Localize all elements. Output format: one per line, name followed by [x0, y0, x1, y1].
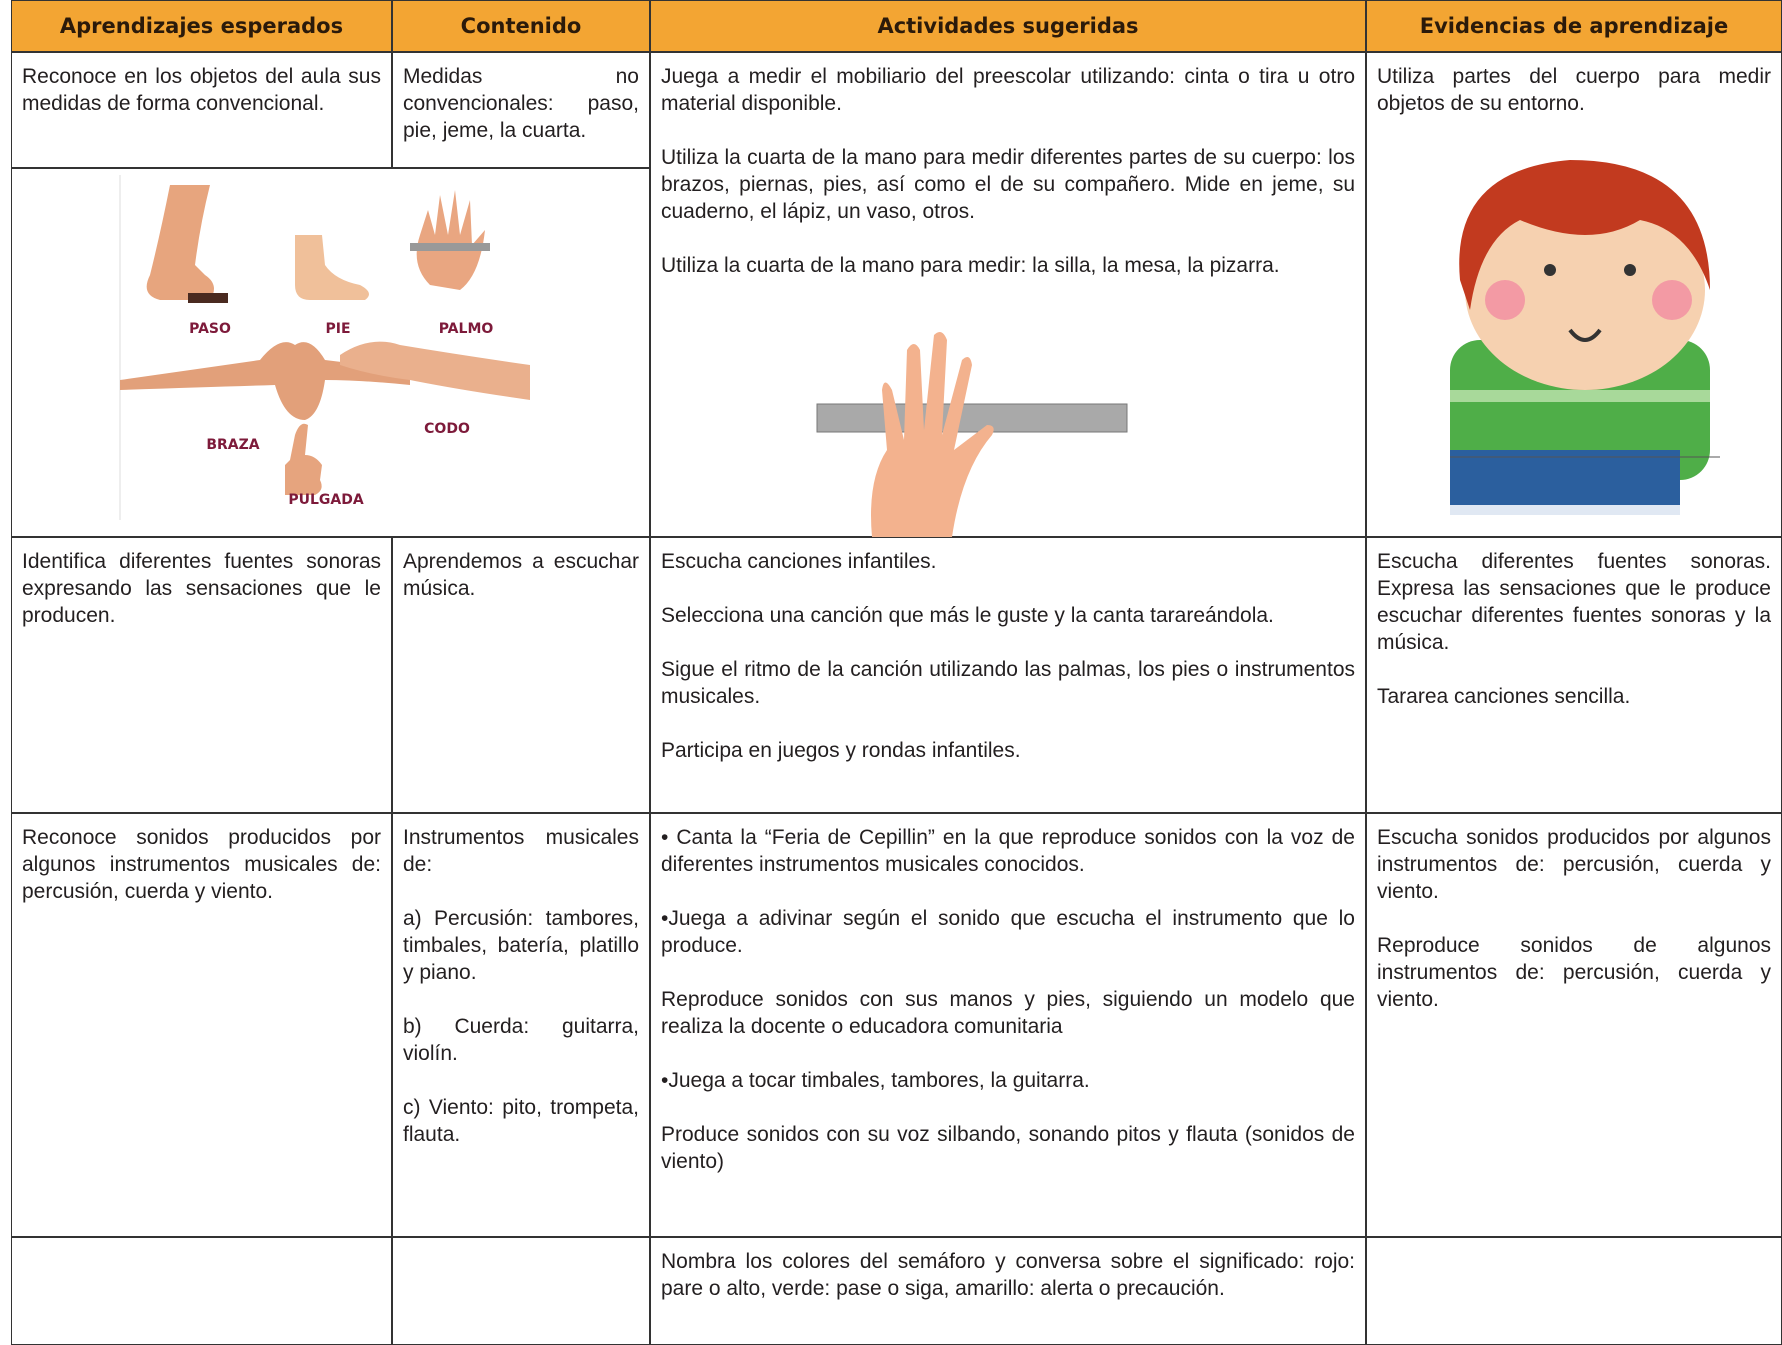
- table-cell: Escucha canciones infantiles. Selecciona …: [650, 537, 1366, 813]
- column-header: Evidencias de aprendizaje: [1366, 0, 1782, 52]
- figure-label: PIE: [325, 321, 351, 337]
- cell-text: Reconoce sonidos producidos por algunos …: [22, 826, 381, 903]
- table-cell: Escucha sonidos producidos por algunos i…: [1366, 813, 1782, 1237]
- figure-label: PASO: [189, 321, 231, 337]
- table-cell: Juega a medir el mobiliario del preescol…: [650, 52, 1366, 537]
- cell-text: Participa en juegos y rondas infantiles.: [661, 739, 1021, 762]
- cell-text: Produce sonidos con su voz silbando, son…: [661, 1123, 1355, 1173]
- cell-text: Utiliza partes del cuerpo para medir obj…: [1377, 65, 1771, 115]
- table-cell: Reconoce en los objetos del aula sus med…: [11, 52, 392, 168]
- column-header: Actividades sugeridas: [650, 0, 1366, 52]
- cell-text: Medidas no convencionales: paso, pie, je…: [403, 65, 639, 142]
- cell-text: Instrumentos musicales de:: [403, 826, 639, 876]
- table-cell: Nombra los colores del semáforo y conver…: [650, 1237, 1366, 1345]
- cell-text: Utiliza la cuarta de la mano para medir …: [661, 146, 1355, 223]
- cell-text: • Canta la “Feria de Cepillin” en la que…: [661, 826, 1355, 876]
- table-cell: [1366, 1237, 1782, 1345]
- figure-label: BRAZA: [206, 437, 260, 453]
- table-cell: Instrumentos musicales de: a) Percusión: …: [392, 813, 650, 1237]
- cell-text: Aprendemos a escuchar música.: [403, 550, 639, 600]
- column-header: Aprendizajes esperados: [11, 0, 392, 52]
- body-parts-illustration: [119, 175, 530, 520]
- column-header: Contenido: [392, 0, 650, 52]
- cell-text: Juega a medir el mobiliario del preescol…: [661, 65, 1355, 115]
- cell-text: Reproduce sonidos de algunos instrumento…: [1377, 934, 1771, 1011]
- table-cell: [11, 1237, 392, 1345]
- child-illustration: [1450, 160, 1720, 515]
- cell-text: Reproduce sonidos con sus manos y pies, …: [661, 988, 1355, 1038]
- table-cell: Identifica diferentes fuentes sonoras ex…: [11, 537, 392, 813]
- cell-text: •Juega a adivinar según el sonido que es…: [661, 907, 1355, 957]
- cell-text: Reconoce en los objetos del aula sus med…: [22, 65, 381, 115]
- cell-text: Selecciona una canción que más le guste …: [661, 604, 1274, 627]
- cell-text: Nombra los colores del semáforo y conver…: [661, 1250, 1355, 1300]
- table-cell: Aprendemos a escuchar música.: [392, 537, 650, 813]
- cell-text: a) Percusión: tambores, timbales, baterí…: [403, 907, 639, 984]
- table-cell: • Canta la “Feria de Cepillin” en la que…: [650, 813, 1366, 1237]
- table-cell: [392, 1237, 650, 1345]
- cell-text: c) Viento: pito, trompeta, flauta.: [403, 1096, 639, 1146]
- hand-ruler-illustration: [816, 331, 1128, 537]
- table-cell: Escucha diferentes fuentes sonoras. Expr…: [1366, 537, 1782, 813]
- figure-label: CODO: [424, 421, 470, 437]
- cell-text: Escucha diferentes fuentes sonoras. Expr…: [1377, 550, 1771, 654]
- cell-text: Escucha canciones infantiles.: [661, 550, 937, 573]
- cell-text: Sigue el ritmo de la canción utilizando …: [661, 658, 1355, 708]
- table-cell: Medidas no convencionales: paso, pie, je…: [392, 52, 650, 168]
- cell-text: Utiliza la cuarta de la mano para medir:…: [661, 254, 1280, 277]
- figure-cell: [11, 168, 650, 537]
- table-cell: Reconoce sonidos producidos por algunos …: [11, 813, 392, 1237]
- cell-text: b) Cuerda: guitarra, violín.: [403, 1015, 639, 1065]
- cell-text: Tararea canciones sencilla.: [1377, 685, 1631, 708]
- cell-text: •Juega a tocar timbales, tambores, la gu…: [661, 1069, 1090, 1092]
- cell-text: Escucha sonidos producidos por algunos i…: [1377, 826, 1771, 903]
- cell-text: Identifica diferentes fuentes sonoras ex…: [22, 550, 381, 627]
- figure-label: PULGADA: [288, 492, 364, 508]
- figure-label: PALMO: [438, 321, 494, 337]
